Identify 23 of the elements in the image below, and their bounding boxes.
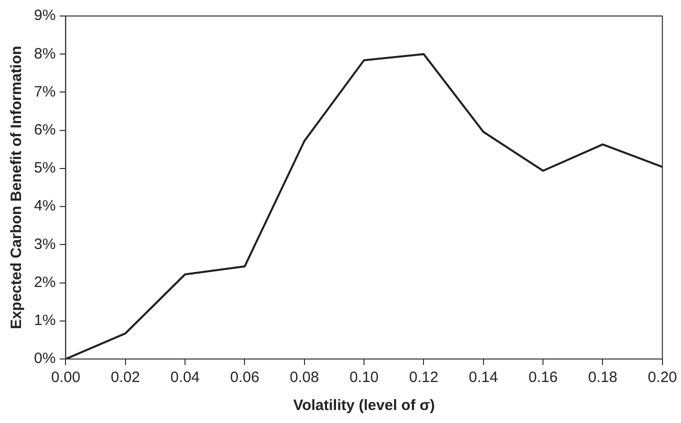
x-tick-label: 0.20 (648, 369, 678, 386)
y-tick-label: 2% (34, 274, 56, 291)
x-tick-label: 0.12 (409, 369, 438, 386)
x-tick-label: 0.18 (588, 369, 618, 386)
y-tick-label: 6% (34, 121, 56, 138)
x-tick-label: 0.08 (290, 369, 319, 386)
x-tick-label: 0.02 (110, 369, 140, 386)
y-tick-label: 4% (34, 198, 56, 215)
y-tick-label: 7% (34, 83, 56, 100)
y-tick-label: 1% (34, 312, 56, 330)
x-tick-label: 0.06 (230, 369, 260, 386)
x-tick-label: 0.04 (170, 369, 200, 386)
y-tick-label: 3% (34, 236, 56, 253)
y-tick-label: 8% (34, 45, 56, 62)
y-tick-label: 5% (34, 160, 56, 177)
y-tick-label: 9% (34, 7, 56, 24)
y-tick-label: 0% (34, 350, 56, 368)
y-axis-title: Expected Carbon Benefit of Information (8, 46, 26, 330)
x-tick-label: 0.14 (468, 369, 498, 386)
x-axis-title: Volatility (level of σ) (293, 397, 435, 414)
x-tick-label: 0.16 (528, 369, 558, 386)
x-tick-label: 0.00 (51, 369, 80, 386)
x-tick-label: 0.10 (349, 369, 379, 386)
